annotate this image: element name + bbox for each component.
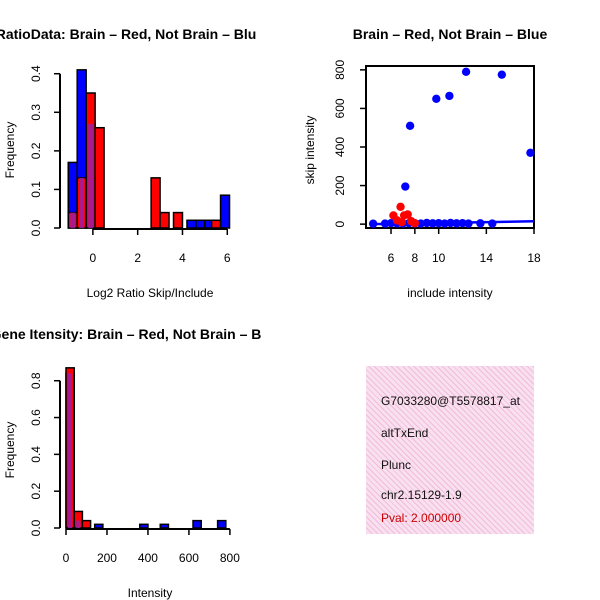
ratio-histogram-title: RatioData: Brain – Red, Not Brain – Blu: [0, 26, 256, 42]
scatter-point-not-brain-18: [401, 182, 410, 191]
ratio-x-tick-label-0: 0: [90, 251, 97, 265]
gene-intensity-bar-not-brain-2: [93, 523, 104, 529]
scatter-y-tick-label-0: 0: [333, 220, 347, 227]
ratio-histogram-ylabel: Frequency: [3, 122, 17, 179]
ratio-bar-not-brain-3: [186, 219, 197, 229]
scatter-point-brain-7: [397, 218, 406, 227]
probe-id-text: G7033280@T5578817_at: [381, 394, 520, 408]
ratio-bar-not-brain-6: [219, 194, 231, 229]
scatter-y-tick-label-1: 200: [333, 175, 347, 195]
scatter-y-tick-label-2: 400: [333, 137, 347, 157]
gene-intensity-y-tick-label-1: 0.2: [29, 483, 43, 500]
intensity-scatter-ylabel: skip intensity: [303, 116, 317, 185]
scatter-point-brain-6: [410, 218, 420, 228]
gene-intensity-histogram-axes: 0 200 400 600 800 0.0 0.2 0.4 0.6 0.8: [29, 372, 240, 565]
scatter-x-tick-label-2: 10: [432, 251, 446, 265]
gene-intensity-y-tick-label-0: 0.0: [29, 519, 43, 536]
ratio-y-tick-label-2: 0.2: [29, 142, 43, 159]
ratio-x-tick-label-1: 2: [134, 251, 141, 265]
ratio-bar-overlap-0: [70, 212, 76, 228]
gene-name-text: Plunc: [381, 458, 412, 472]
pval-text: Pval: 2.000000: [381, 511, 462, 525]
gene-intensity-histogram-ylabel: Frequency: [3, 422, 17, 479]
scatter-y-tick-label-4: 800: [333, 60, 347, 80]
scatter-point-not-brain-9: [428, 219, 437, 228]
ratio-x-tick-label-2: 4: [179, 251, 186, 265]
gene-intensity-histogram-panel: Gene Itensity: Brain – Red, Not Brain – …: [0, 326, 261, 600]
ratio-y-tick-label-3: 0.3: [29, 104, 43, 121]
cluster-id-text: chr2.15129-1.9: [381, 488, 462, 502]
ratio-bar-brain-3: [94, 126, 105, 229]
ratio-bar-brain-6: [172, 211, 184, 229]
scatter-point-brain-4: [403, 210, 412, 219]
ratio-y-tick-label-4: 0.4: [29, 65, 43, 82]
intensity-scatter-panel: Brain – Red, Not Brain – Blue include in…: [303, 26, 547, 300]
ratio-bar-brain-7: [210, 219, 222, 229]
gene-intensity-bar-not-brain-6: [216, 519, 227, 529]
ratio-bar-overlap-1: [79, 177, 85, 228]
scatter-point-not-brain-17: [488, 219, 497, 228]
ratio-y-tick-label-0: 0.0: [29, 219, 43, 236]
intensity-scatter-xlabel: include intensity: [407, 286, 492, 300]
scatter-point-not-brain-16: [476, 219, 485, 228]
scatter-point-not-brain-19: [405, 121, 415, 130]
scatter-point-not-brain-10: [434, 218, 443, 228]
gene-intensity-x-tick-label-0: 0: [63, 551, 70, 565]
scatter-points: [368, 67, 535, 228]
scatter-point-not-brain-8: [422, 218, 431, 228]
ratio-histogram-panel: RatioData: Brain – Red, Not Brain – Blu …: [0, 26, 256, 300]
intensity-scatter-title: Brain – Red, Not Brain – Blue: [353, 26, 548, 42]
ratio-x-tick-label-3: 6: [224, 251, 231, 265]
scatter-point-not-brain-0: [368, 219, 378, 228]
gene-intensity-bar-overlap-1: [76, 520, 81, 528]
gene-intensity-bar-brain-2: [81, 519, 92, 529]
scatter-point-not-brain-13: [452, 219, 461, 228]
scatter-point-not-brain-23: [497, 70, 507, 79]
ratio-bar-not-brain-4: [195, 219, 206, 229]
ratio-histogram-bars: [67, 69, 231, 229]
gene-intensity-histogram-bars: [65, 367, 227, 529]
scatter-y-tick-label-3: 600: [333, 98, 347, 118]
scatter-x-tick-label-1: 8: [412, 251, 419, 265]
gene-intensity-bar-overlap-0: [68, 373, 73, 528]
scatter-point-not-brain-15: [464, 219, 473, 228]
gene-intensity-x-tick-label-2: 400: [138, 551, 158, 565]
ratio-histogram-xlabel: Log2 Ratio Skip/Include: [87, 286, 214, 300]
gene-intensity-y-tick-label-4: 0.8: [29, 372, 43, 389]
scatter-x-tick-label-3: 14: [480, 251, 494, 265]
scatter-axes: 6 8 10 14 18 0 200 400 600 800: [333, 60, 541, 265]
ratio-y-tick-label-1: 0.1: [29, 181, 43, 198]
gene-intensity-histogram-title: Gene Itensity: Brain – Red, Not Brain – …: [0, 326, 261, 342]
gene-intensity-bar-not-brain-3: [139, 523, 149, 529]
scatter-point-not-brain-24: [526, 148, 535, 157]
scatter-point-not-brain-20: [432, 94, 441, 103]
scatter-point-not-brain-22: [461, 67, 471, 76]
scatter-point-not-brain-21: [445, 91, 454, 101]
scatter-plot-box: [365, 65, 535, 229]
gene-intensity-y-tick-label-3: 0.6: [29, 409, 43, 426]
scatter-point-not-brain-12: [446, 218, 455, 228]
gene-intensity-bar-not-brain-4: [159, 523, 170, 529]
gene-intensity-bar-not-brain-5: [192, 519, 202, 529]
gene-intensity-y-tick-label-2: 0.4: [29, 446, 43, 463]
gene-info-panel: G7033280@T5578817_at altTxEnd Plunc chr2…: [366, 366, 534, 534]
gene-intensity-x-tick-label-3: 600: [179, 551, 199, 565]
ratio-histogram-axes: 0 2 4 6 0.0 0.1 0.2 0.3 0.4: [29, 65, 231, 265]
gene-intensity-histogram-xlabel: Intensity: [128, 586, 173, 600]
scatter-x-tick-label-4: 18: [527, 251, 541, 265]
ratio-bar-brain-5: [159, 211, 170, 229]
event-type-text: altTxEnd: [381, 426, 429, 440]
scatter-point-brain-2: [396, 202, 405, 211]
gene-intensity-x-tick-label-4: 800: [220, 551, 240, 565]
ratio-bar-brain-4: [150, 177, 161, 229]
scatter-point-not-brain-14: [458, 218, 467, 228]
scatter-point-not-brain-1: [380, 219, 390, 228]
gene-intensity-x-tick-label-1: 200: [97, 551, 117, 565]
scatter-x-tick-label-0: 6: [388, 251, 395, 265]
ratio-bar-overlap-2: [88, 123, 94, 228]
